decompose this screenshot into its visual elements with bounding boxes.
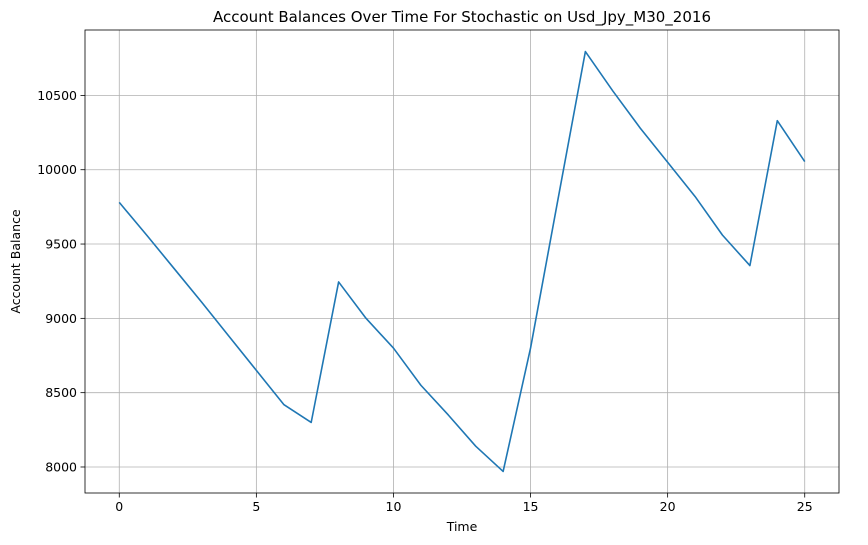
y-tick-label: 9000: [45, 311, 77, 326]
x-tick-label: 0: [115, 499, 123, 514]
y-tick-label: 10000: [37, 162, 77, 177]
x-tick-label: 10: [386, 499, 402, 514]
x-tick-label: 20: [660, 499, 676, 514]
y-tick-label: 8000: [45, 459, 77, 474]
chart-title: Account Balances Over Time For Stochasti…: [213, 8, 711, 27]
series-layer: [118, 50, 806, 473]
y-axis-label: Account Balance: [8, 209, 23, 314]
y-tick-label: 9500: [45, 237, 77, 252]
y-axis: 8000 8500 9000 9500 10000 10500: [37, 88, 85, 474]
x-axis: 0 5 10 15 20 25: [115, 493, 813, 514]
x-axis-label: Time: [446, 519, 478, 534]
plot-frame: [84, 29, 840, 494]
grid-lines: [85, 30, 839, 493]
y-tick-label: 10500: [37, 88, 77, 103]
y-tick-label: 8500: [45, 385, 77, 400]
x-tick-label: 25: [797, 499, 813, 514]
x-tick-label: 5: [252, 499, 260, 514]
series-line: [118, 50, 806, 473]
x-tick-label: 15: [523, 499, 539, 514]
